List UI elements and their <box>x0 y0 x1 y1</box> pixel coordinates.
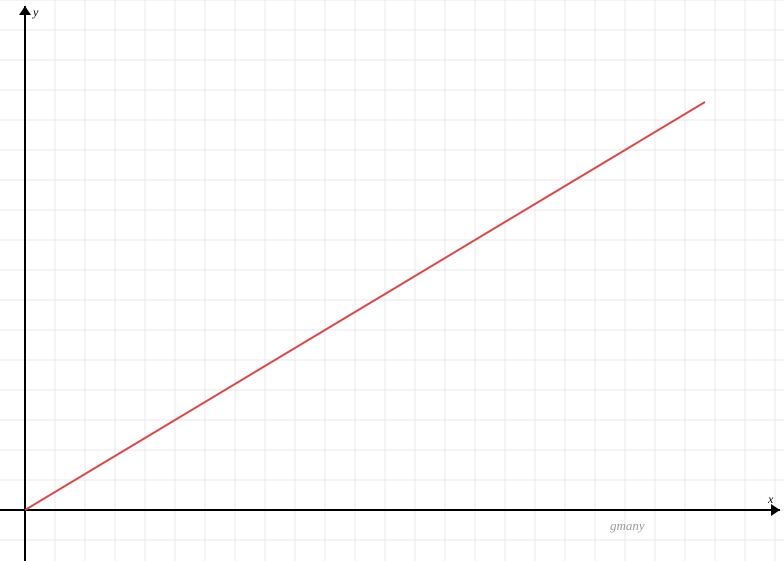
axes <box>0 6 780 561</box>
x-axis-label: x <box>767 492 774 506</box>
data-line-0 <box>25 102 705 510</box>
y-axis-arrow <box>19 6 31 15</box>
y-axis-label: y <box>32 5 39 19</box>
chart-container: xy gmany <box>0 0 784 561</box>
axis-labels: xy <box>32 5 774 506</box>
line-chart: xy gmany <box>0 0 784 561</box>
watermark: gmany <box>610 518 645 533</box>
grid <box>0 0 784 561</box>
watermark-text: gmany <box>610 518 645 533</box>
data-series <box>25 102 705 510</box>
